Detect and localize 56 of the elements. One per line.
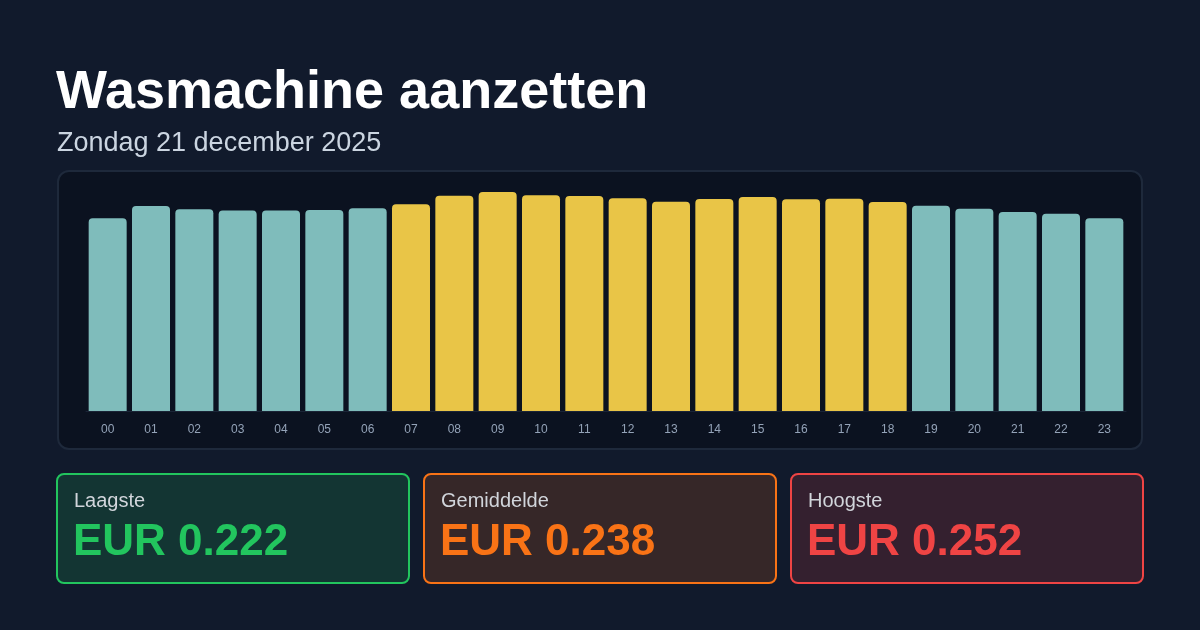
x-tick-label: 05 [317,422,332,436]
x-tick-label: 22 [1054,422,1068,436]
x-tick-label: 17 [837,422,852,436]
bar [1042,213,1080,411]
bar [695,199,734,411]
bar [998,211,1037,411]
text: EUR 0.252 [807,515,1023,565]
bar [912,205,950,411]
x-tick-label: 08 [447,422,462,436]
bar [478,192,517,411]
x-tick-label: 15 [750,422,765,436]
x-tick-label: 01 [144,422,158,436]
bar [218,210,257,411]
bar [132,206,170,411]
text: Hoogste [808,489,883,512]
text: Gemiddelde [441,489,549,512]
x-tick-label: 11 [578,422,591,436]
bar [955,208,994,411]
chart-subtitle: Zondag 21 december 2025 [57,126,382,158]
bar [782,199,820,411]
x-tick-label: 03 [230,422,245,436]
x-tick-label: 10 [534,422,548,436]
bar [738,197,777,411]
x-tick-label: 02 [187,422,202,436]
bar [652,201,690,411]
bar [825,198,864,411]
x-tick-label: 14 [707,422,722,436]
text: EUR 0.238 [440,515,656,565]
x-tick-label: 20 [967,422,982,436]
bar [565,195,604,411]
text: EUR 0.222 [73,515,289,565]
x-tick-label: 12 [620,422,635,436]
bar [392,204,430,411]
x-tick-label: 06 [360,422,375,436]
x-tick-label: 13 [664,422,678,436]
x-tick-label: 07 [404,422,418,436]
bar [305,209,344,411]
x-tick-label: 04 [274,422,288,436]
bar [262,210,300,411]
x-tick-label: 19 [924,422,938,436]
bar [868,202,907,411]
bar [522,195,560,411]
x-tick-label: 18 [880,422,895,436]
chart-title: Wasmachine aanzetten [56,59,649,119]
bar [608,198,647,411]
x-tick-label: 21 [1010,422,1025,436]
x-tick-label: 16 [794,422,808,436]
bar [435,195,474,411]
bar [175,209,214,411]
x-tick-label: 23 [1097,422,1112,436]
x-tick-label: 09 [490,422,505,436]
bar [348,208,387,411]
bar [88,218,127,411]
x-tick-label: 00 [100,422,115,436]
bar [1085,218,1124,411]
text: Laagste [74,489,146,512]
